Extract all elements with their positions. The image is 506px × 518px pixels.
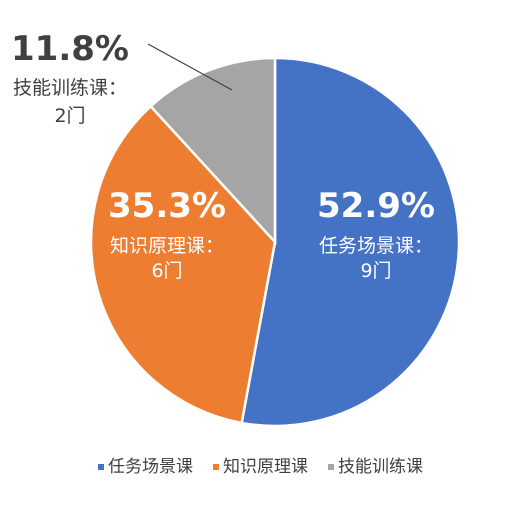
slice-category-label: 任务场景课： xyxy=(319,235,433,257)
pie-slices xyxy=(89,56,461,428)
slice-category-label: 技能训练课： xyxy=(13,77,127,99)
legend: 任务场景课 知识原理课 技能训练课 xyxy=(98,457,423,477)
pie-slice xyxy=(148,56,277,246)
pie-slice xyxy=(89,104,277,425)
pie-slice xyxy=(240,56,461,428)
legend-marker xyxy=(98,464,104,470)
slice-percent-label: 35.3% xyxy=(108,186,226,226)
slice-count-label: 2门 xyxy=(54,105,85,127)
slice-percent-label: 52.9% xyxy=(317,186,435,226)
legend-entry: 知识原理课 xyxy=(223,457,308,477)
legend-marker xyxy=(328,464,334,470)
slice-count-label: 6门 xyxy=(151,260,182,282)
slice-count-label: 9门 xyxy=(360,260,391,282)
legend-entry: 任务场景课 xyxy=(108,457,193,477)
leader-line-skill-training xyxy=(147,43,233,91)
slice-percent-label: 11.8% xyxy=(11,29,129,69)
legend-marker xyxy=(213,464,219,470)
slice-category-label: 知识原理课： xyxy=(110,235,224,257)
legend-entry: 技能训练课 xyxy=(338,457,423,477)
slice-labels: 52.9% 任务场景课： 9门 35.3% 知识原理课： 6门 11.8% 技能训练课： 2门 xyxy=(11,29,435,282)
